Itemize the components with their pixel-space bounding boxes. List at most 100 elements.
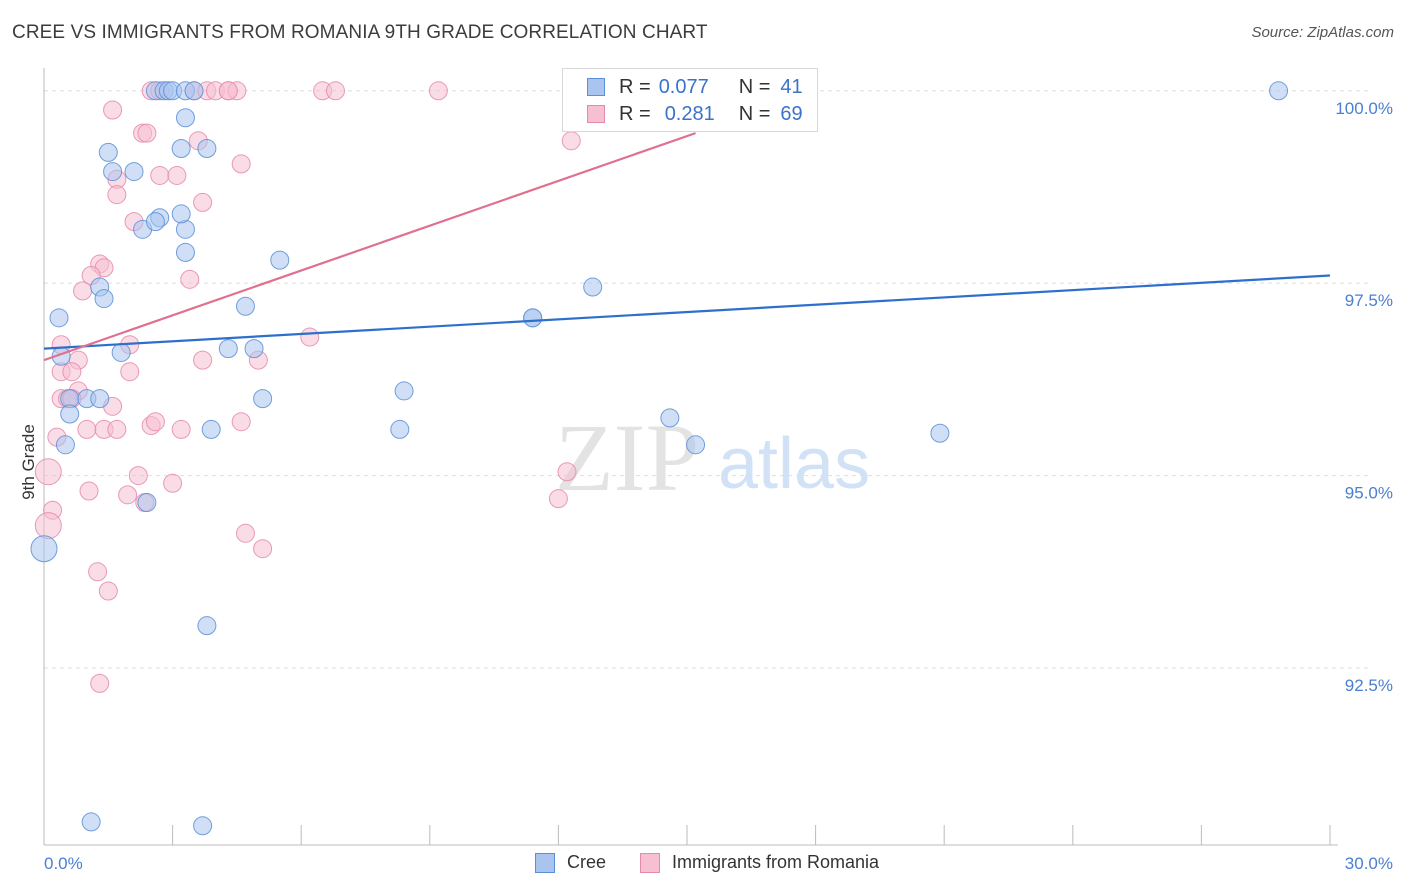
axes [43,68,1338,846]
watermark: ZIP atlas [555,404,870,511]
chart-title: CREE VS IMMIGRANTS FROM ROMANIA 9TH GRAD… [12,22,708,43]
romania-point [428,81,448,101]
n-label: N = [738,75,771,98]
x-tick-label: 0.0% [44,854,83,873]
n-label: N = [738,102,771,125]
cree-point [1269,81,1289,101]
romania-point [77,419,97,439]
romania-trend-line [43,132,696,362]
grid-lines [44,90,1370,669]
romania-point [79,481,99,501]
y-axis-label: 9th Grade [19,424,38,500]
cree-point [60,404,80,424]
cree-point [394,381,414,401]
cree-point [201,419,221,439]
romania-point [88,562,108,582]
romania-point [231,412,251,432]
r-value: 0.077 [658,75,709,98]
trend-lines [43,132,1331,362]
tick-labels: 92.5% 95.0% 97.5% 100.0% 0.0% 30.0% [44,99,1393,873]
cree-point [253,389,273,409]
romania-point [145,412,165,432]
cree-point [145,212,165,232]
romania-point [137,123,157,143]
legend-row-romania: R = 0.281 N = 69 [587,102,803,126]
n-value: 41 [780,75,803,98]
x-tick-label: 30.0% [1345,854,1393,873]
cree-point [137,493,157,513]
romania-point [163,473,183,493]
romania-point [34,458,62,486]
cree-point [49,308,69,328]
romania-point [73,281,93,301]
romania-point [107,419,127,439]
r-label: R = [619,75,651,98]
legend-item-romania: Immigrants from Romania [640,852,879,873]
legend-item-cree: Cree [535,852,606,873]
cree-point [55,435,75,455]
romania-swatch [587,105,605,123]
romania-swatch [640,852,660,873]
cree-point [175,108,195,128]
r-value: 0.281 [664,102,715,125]
romania-point [150,165,170,185]
cree-point [111,342,131,362]
romania-point [300,327,320,347]
cree-point [103,162,123,182]
romania-point [180,269,200,289]
cree-point [523,308,543,328]
cree-point [98,142,118,162]
cree-point [390,419,410,439]
romania-point [193,192,213,212]
legend-label-romania: Immigrants from Romania [672,852,880,872]
cree-point [175,242,195,262]
cree-point [197,616,217,636]
legend-row-cree: R = 0.077 N = 41 [587,75,803,99]
romania-point [34,512,62,540]
romania-point [107,185,127,205]
y-tick-label: 97.5% [1345,291,1393,310]
romania-point [128,466,148,486]
legend-label-cree: Cree [567,852,607,872]
y-tick-label: 100.0% [1335,99,1393,118]
romania-point [561,131,581,151]
romania-point [98,581,118,601]
romania-point [171,419,191,439]
correlation-legend: R = 0.077 N = 41 R = 0.281 N = 69 [562,68,818,132]
cree-point [124,162,144,182]
cree-point [218,339,238,359]
romania-point [103,100,123,120]
romania-point [218,81,238,101]
romania-point [90,673,110,693]
romania-point [231,154,251,174]
cree-point [90,389,110,409]
cree-swatch [587,78,605,96]
cree-point [583,277,603,297]
cree-points [30,81,1289,836]
cree-point [184,81,204,101]
cree-point [197,139,217,159]
cree-point [930,423,950,443]
romania-point [235,523,255,543]
romania-point [120,362,140,382]
cree-point [235,296,255,316]
cree-point [686,435,706,455]
romania-point [62,362,82,382]
cree-point [244,339,264,359]
romania-point [253,539,273,559]
romania-point [193,350,213,370]
cree-swatch [535,852,555,873]
r-label: R = [619,102,651,125]
cree-point [660,408,680,428]
cree-point [171,204,191,224]
y-tick-label: 92.5% [1345,676,1393,695]
cree-point [171,139,191,159]
romania-point [325,81,345,101]
n-value: 69 [780,102,803,125]
cree-point [193,816,213,836]
y-tick-label: 95.0% [1345,484,1393,503]
cree-point [30,535,58,563]
romania-point [557,462,577,482]
watermark-atlas: atlas [718,424,870,504]
